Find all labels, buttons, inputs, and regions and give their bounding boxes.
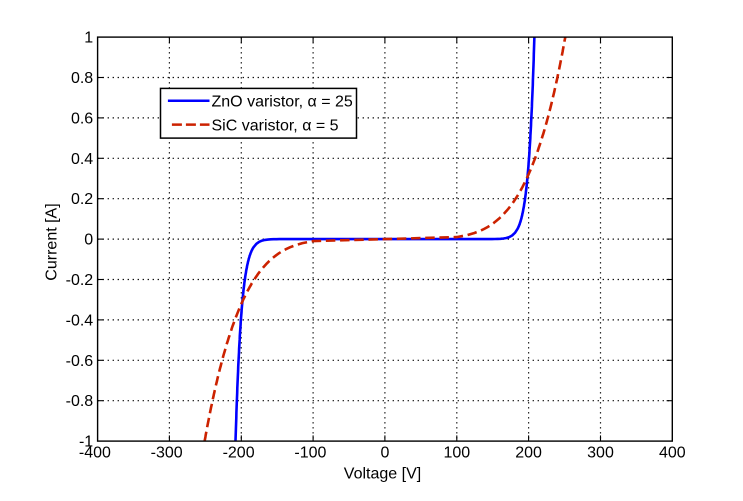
svg-text:-400: -400 xyxy=(79,445,111,462)
svg-text:-200: -200 xyxy=(223,445,255,462)
svg-text:0.4: 0.4 xyxy=(71,151,93,168)
svg-text:100: 100 xyxy=(443,445,470,462)
svg-text:Voltage [V]: Voltage [V] xyxy=(344,466,421,483)
svg-text:300: 300 xyxy=(587,445,614,462)
svg-text:0.6: 0.6 xyxy=(71,110,93,127)
svg-text:SiC varistor, α = 5: SiC varistor, α = 5 xyxy=(212,117,339,134)
svg-text:-300: -300 xyxy=(151,445,183,462)
svg-text:0.8: 0.8 xyxy=(71,70,93,87)
svg-text:1: 1 xyxy=(84,30,93,47)
svg-text:0: 0 xyxy=(380,445,389,462)
svg-text:ZnO varistor, α = 25: ZnO varistor, α = 25 xyxy=(212,94,353,111)
svg-text:0.2: 0.2 xyxy=(71,191,93,208)
svg-text:-0.2: -0.2 xyxy=(66,272,94,289)
svg-text:-100: -100 xyxy=(294,445,326,462)
svg-text:400: 400 xyxy=(659,445,686,462)
svg-text:0: 0 xyxy=(84,232,93,249)
svg-text:200: 200 xyxy=(515,445,542,462)
svg-text:-0.8: -0.8 xyxy=(66,393,94,410)
svg-text:Current [A]: Current [A] xyxy=(44,203,61,280)
svg-text:-0.4: -0.4 xyxy=(66,312,94,329)
svg-text:-0.6: -0.6 xyxy=(66,353,94,370)
svg-text:-1: -1 xyxy=(79,434,93,451)
